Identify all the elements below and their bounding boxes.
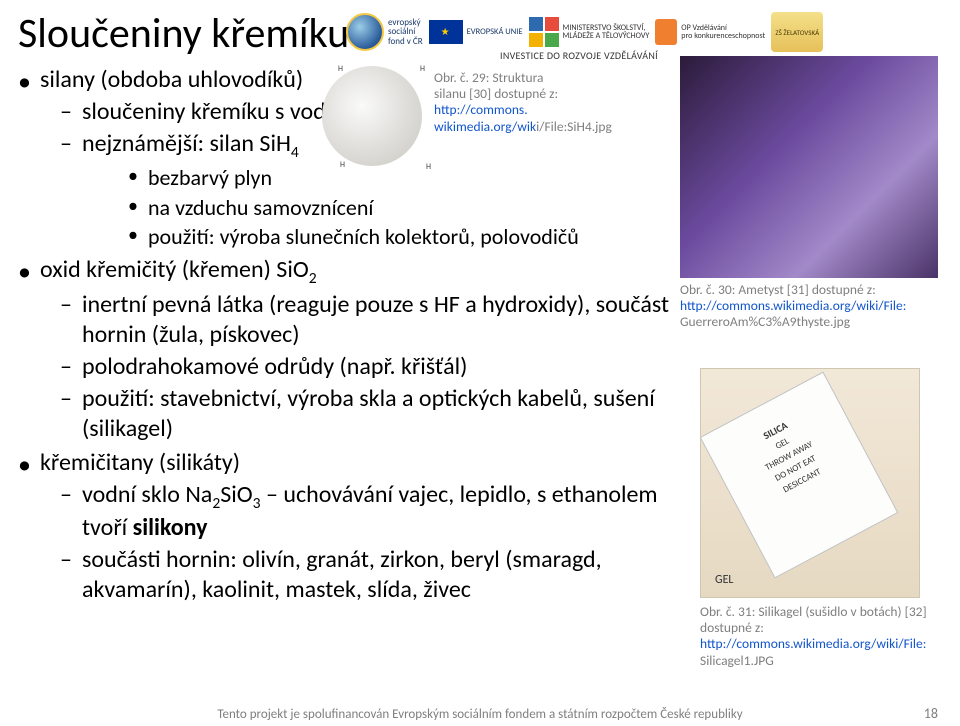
zelatovska-logo: ZŠ ŽELATOVSKÁ: [771, 12, 823, 52]
h-label: H: [426, 162, 431, 172]
cap31-link[interactable]: http://commons.wikimedia.org/wiki/File:: [700, 635, 926, 652]
caption-30: Obr. č. 30: Ametyst [31] dostupné z: htt…: [680, 282, 940, 331]
sg-gel: GEL: [715, 573, 733, 587]
cap29-link1[interactable]: http://commons.: [434, 101, 528, 118]
bullet-kremicitany: křemičitany (silikáty) vodní sklo Na2SiO…: [18, 448, 688, 605]
eu-logo: EVROPSKÁ UNIE: [429, 20, 523, 44]
msmt-label: MINISTERSTVO ŠKOLSTVÍ, MLÁDEŽE A TĚLOVÝC…: [563, 24, 650, 41]
page-number: 18: [924, 705, 938, 722]
cap29-link2[interactable]: wikimedia.org/wik: [434, 118, 536, 135]
bullet-soucasti-hornin: součásti hornin: olivín, granát, zirkon,…: [40, 545, 688, 605]
bullet-silany-text: silany (obdoba uhlovodíků): [40, 65, 303, 94]
bullet-polodrahokam: polodrahokamové odrůdy (např. křišťál): [40, 352, 688, 382]
bullet-pouziti-silan: použití: výroba slunečních kolektorů, po…: [82, 223, 688, 251]
bullet-oxid-text: oxid křemičitý (křemen) SiO: [40, 255, 309, 284]
bullet-samovzniceni: na vzduchu samovznícení: [82, 194, 688, 222]
amethyst-image: [680, 56, 938, 278]
bullet-kremicitany-text: křemičitany (silikáty): [40, 448, 240, 477]
esf-logo: evropský sociální fond v ČR: [346, 13, 423, 51]
bullet-inertni: inertní pevná látka (reaguje pouze s HF …: [40, 290, 688, 350]
esf-line3: fond v ČR: [388, 37, 423, 46]
footer-text: Tento projekt je spolufinancován Evropsk…: [0, 707, 960, 722]
invest-tagline: INVESTICE DO ROZVOJE VZDĚLÁVÁNÍ: [500, 49, 658, 62]
h-label: H: [338, 64, 343, 74]
msmt-line2: MLÁDEŽE A TĚLOVÝCHOVY: [563, 32, 650, 40]
bullet-silan-text: nejznámější: silan SiH: [82, 129, 291, 158]
cap31-tail: Silicagel1.JPG: [700, 652, 774, 669]
cap30-tail: GuerreroAm%C3%A9thyste.jpg: [680, 313, 850, 330]
msmt-icon: [529, 17, 559, 47]
bullet-oxid: oxid křemičitý (křemen) SiO2 inertní pev…: [18, 255, 688, 444]
silane-molecule-image: [322, 66, 422, 166]
opvk-label: OP Vzdělávání pro konkurenceschopnost: [681, 24, 765, 41]
cap29-tail: i/File:SiH4.jpg: [536, 118, 612, 135]
bullet-pouziti-oxid: použití: stavebnictví, výroba skla a opt…: [40, 384, 688, 444]
h-label: H: [340, 160, 345, 170]
esf-icon: [346, 13, 384, 51]
cap30-link[interactable]: http://commons.wikimedia.org/wiki/File:: [680, 297, 906, 314]
vs-a: vodní sklo Na: [82, 480, 212, 509]
cap30-text: Obr. č. 30: Ametyst [31] dostupné z:: [680, 281, 876, 298]
opvk-logo: OP Vzdělávání pro konkurenceschopnost: [655, 19, 765, 45]
opvk-line2: pro konkurenceschopnost: [681, 32, 765, 40]
silicagel-packet: SILICA GEL THROW AWAY DO NOT EAT DESICCA…: [700, 372, 898, 579]
bullet-vodni-sklo: vodní sklo Na2SiO3 – uchovávání vajec, l…: [40, 480, 688, 543]
bullet-bezbarvy: bezbarvý plyn: [82, 164, 688, 192]
sub-2: 2: [309, 269, 317, 288]
caption-29: Obr. č. 29: Struktura silanu [30] dostup…: [434, 70, 564, 135]
msmt-logo: MINISTERSTVO ŠKOLSTVÍ, MLÁDEŽE A TĚLOVÝC…: [529, 17, 650, 47]
h-label: H: [420, 64, 425, 74]
vs-silikony: silikony: [133, 513, 208, 542]
vs-b: SiO: [220, 480, 252, 509]
slide-root: Sloučeniny křemíku evropský sociální fon…: [0, 0, 960, 726]
eu-flag-icon: [429, 20, 463, 44]
eu-label: EVROPSKÁ UNIE: [467, 27, 523, 37]
cap31-text: Obr. č. 31: Silikagel (sušidlo v botách)…: [700, 603, 927, 636]
sub-4: 4: [291, 143, 299, 162]
caption-31: Obr. č. 31: Silikagel (sušidlo v botách)…: [700, 604, 948, 669]
cap29-text: Obr. č. 29: Struktura silanu [30] dostup…: [434, 69, 558, 102]
opvk-icon: [655, 19, 677, 45]
silicagel-image: SILICA GEL THROW AWAY DO NOT EAT DESICCA…: [700, 368, 920, 598]
esf-label: evropský sociální fond v ČR: [388, 18, 423, 46]
vs-sub2: 3: [253, 494, 261, 513]
